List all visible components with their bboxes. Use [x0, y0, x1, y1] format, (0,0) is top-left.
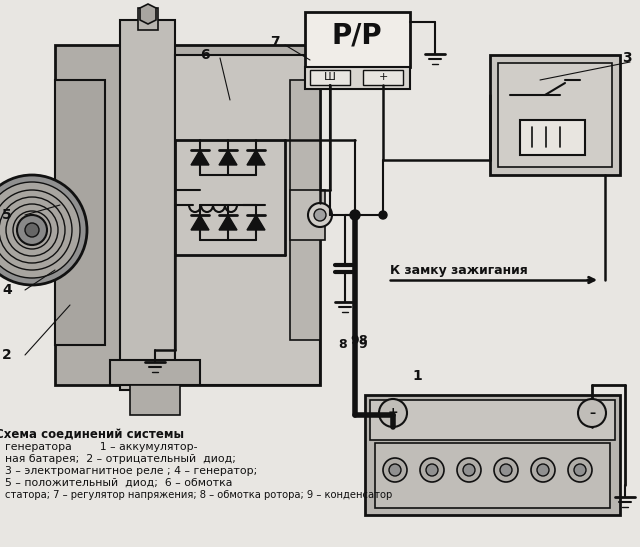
Bar [363, 70, 403, 85]
Polygon shape [247, 150, 265, 165]
Circle shape [379, 211, 387, 219]
Text: +: + [378, 72, 388, 82]
Bar [55, 80, 105, 345]
Text: генератора        1 – аккумулятор-: генератора 1 – аккумулятор- [5, 442, 198, 452]
Text: +: + [388, 406, 398, 420]
Text: Р/Р: Р/Р [332, 22, 382, 50]
Bar [290, 80, 320, 340]
Bar [130, 385, 180, 415]
Bar [370, 400, 615, 440]
Circle shape [0, 182, 80, 278]
Text: 7: 7 [270, 35, 280, 49]
Text: 6: 6 [200, 48, 210, 62]
Circle shape [25, 223, 39, 237]
Bar [365, 395, 620, 515]
Text: 2: 2 [2, 348, 12, 362]
Circle shape [426, 464, 438, 476]
Bar [520, 120, 585, 155]
Bar [55, 210, 67, 250]
Text: Схема соединений системы: Схема соединений системы [0, 428, 184, 441]
Circle shape [463, 464, 475, 476]
Text: 8: 8 [338, 339, 347, 352]
Polygon shape [140, 4, 156, 24]
Text: 5 – положительный  диод;  6 – обмотка: 5 – положительный диод; 6 – обмотка [5, 478, 232, 488]
Text: 3 – электромагнитное реле ; 4 – генератор;: 3 – электромагнитное реле ; 4 – генерато… [5, 466, 257, 476]
Circle shape [494, 458, 518, 482]
Circle shape [308, 203, 332, 227]
Circle shape [568, 458, 592, 482]
Circle shape [578, 399, 606, 427]
Bar [138, 8, 158, 30]
Circle shape [314, 209, 326, 221]
Bar [55, 45, 320, 385]
Circle shape [350, 210, 360, 220]
Bar [305, 67, 410, 89]
Circle shape [500, 464, 512, 476]
Text: 4: 4 [2, 283, 12, 297]
Polygon shape [191, 150, 209, 165]
Text: 3: 3 [622, 51, 632, 65]
Bar [305, 12, 410, 67]
Circle shape [574, 464, 586, 476]
Text: К замку зажигания: К замку зажигания [390, 264, 528, 277]
Circle shape [379, 399, 407, 427]
Polygon shape [247, 215, 265, 230]
Circle shape [389, 464, 401, 476]
Text: 9: 9 [350, 334, 358, 346]
Circle shape [537, 464, 549, 476]
Bar [310, 70, 350, 85]
Bar [120, 20, 175, 390]
Polygon shape [219, 215, 237, 230]
Circle shape [383, 458, 407, 482]
Bar [110, 360, 200, 385]
Circle shape [420, 458, 444, 482]
Circle shape [0, 175, 87, 285]
Polygon shape [191, 215, 209, 230]
Text: статора; 7 – регулятор напряжения; 8 – обмотка ротора; 9 – конденсатор: статора; 7 – регулятор напряжения; 8 – о… [5, 490, 392, 500]
Text: 8: 8 [358, 334, 367, 346]
Text: ная батарея;  2 – отрицательный  диод;: ная батарея; 2 – отрицательный диод; [5, 454, 236, 464]
Text: 1: 1 [412, 369, 422, 383]
Text: 9: 9 [358, 339, 367, 352]
Bar [498, 63, 612, 167]
Bar [490, 55, 620, 175]
Polygon shape [219, 150, 237, 165]
Text: Ш: Ш [324, 72, 336, 82]
Circle shape [457, 458, 481, 482]
Circle shape [17, 215, 47, 245]
Circle shape [531, 458, 555, 482]
Text: –: – [589, 406, 595, 420]
Bar [175, 55, 320, 385]
Bar [375, 443, 610, 508]
Bar [290, 190, 325, 240]
Text: 5: 5 [2, 208, 12, 222]
